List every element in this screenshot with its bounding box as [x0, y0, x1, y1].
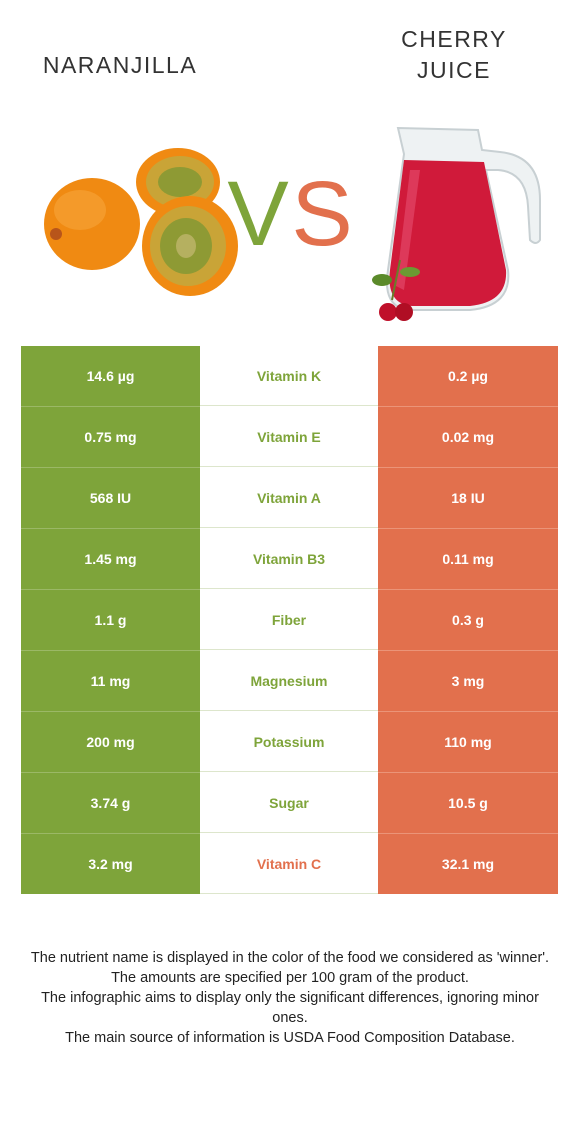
right-value: 3 mg: [378, 650, 558, 711]
right-value: 110 mg: [378, 711, 558, 772]
left-value: 0.75 mg: [21, 406, 200, 467]
nutrient-name: Vitamin C: [200, 834, 378, 894]
cherry-juice-image: [372, 126, 541, 321]
left-value: 3.74 g: [21, 772, 200, 833]
nutrient-name: Potassium: [200, 712, 378, 772]
left-value: 568 IU: [21, 467, 200, 528]
right-value: 0.2 µg: [378, 346, 558, 406]
right-food-title: CHERRY JUICE: [354, 24, 554, 86]
nutrient-comparison-table: 14.6 µg Vitamin K 0.2 µg 0.75 mg Vitamin E 0.…: [21, 346, 558, 894]
right-value: 0.3 g: [378, 589, 558, 650]
nutrient-name: Vitamin B3: [200, 529, 378, 589]
vs-v: V: [227, 163, 288, 265]
left-value: 200 mg: [21, 711, 200, 772]
nutrient-name: Fiber: [200, 590, 378, 650]
right-value: 32.1 mg: [378, 833, 558, 894]
right-value: 18 IU: [378, 467, 558, 528]
table-row: 14.6 µg Vitamin K 0.2 µg: [21, 346, 558, 406]
nutrient-name: Vitamin K: [200, 346, 378, 406]
vs-s: S: [291, 163, 352, 265]
nutrient-name: Sugar: [200, 773, 378, 833]
right-value: 0.11 mg: [378, 528, 558, 589]
table-row: 0.75 mg Vitamin E 0.02 mg: [21, 406, 558, 467]
table-row: 200 mg Potassium 110 mg: [21, 711, 558, 772]
footer-notes: The nutrient name is displayed in the co…: [30, 948, 550, 1048]
table-row: 11 mg Magnesium 3 mg: [21, 650, 558, 711]
right-value: 10.5 g: [378, 772, 558, 833]
nutrient-name: Vitamin A: [200, 468, 378, 528]
table-row: 3.2 mg Vitamin C 32.1 mg: [21, 833, 558, 894]
footer-line-2: The amounts are specified per 100 gram o…: [111, 970, 469, 986]
left-value: 14.6 µg: [21, 346, 200, 406]
table-row: 1.45 mg Vitamin B3 0.11 mg: [21, 528, 558, 589]
naranjilla-image: [44, 148, 238, 296]
footer-line-3: The infographic aims to display only the…: [41, 990, 539, 1026]
left-value: 1.1 g: [21, 589, 200, 650]
nutrient-name: Vitamin E: [200, 407, 378, 467]
nutrient-name: Magnesium: [200, 651, 378, 711]
right-food-title-line1: CHERRY: [401, 26, 507, 52]
footer-line-4: The main source of information is USDA F…: [65, 1030, 515, 1046]
table-row: 568 IU Vitamin A 18 IU: [21, 467, 558, 528]
left-food-title: NARANJILLA: [42, 52, 198, 78]
table-row: 1.1 g Fiber 0.3 g: [21, 589, 558, 650]
left-value: 3.2 mg: [21, 833, 200, 894]
right-value: 0.02 mg: [378, 406, 558, 467]
left-value: 1.45 mg: [21, 528, 200, 589]
footer-line-1: The nutrient name is displayed in the co…: [30, 950, 550, 966]
left-value: 11 mg: [21, 650, 200, 711]
table-row: 3.74 g Sugar 10.5 g: [21, 772, 558, 833]
right-food-title-line2: JUICE: [417, 57, 491, 83]
hero-illustration: V S: [44, 126, 541, 321]
